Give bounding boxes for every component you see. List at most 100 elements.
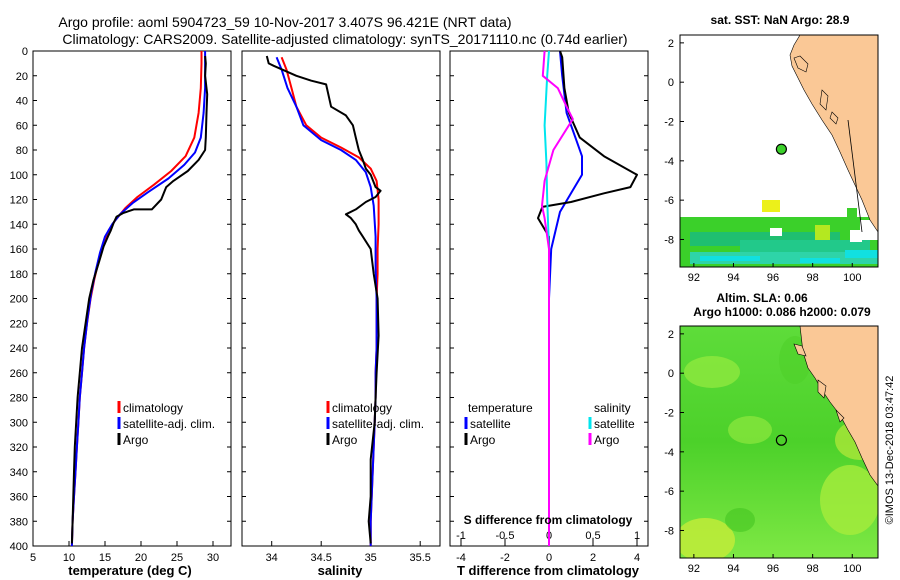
legend-argo: Argo [123, 433, 149, 447]
map-x-tick-label: 100 [843, 563, 861, 575]
x-tick-label: 30 [207, 552, 219, 564]
legend-climatology: climatology [123, 401, 183, 415]
depth-tick-label: 400 [10, 541, 28, 553]
map-y-tick-label: 2 [668, 329, 674, 341]
depth-axis: 0 20 40 60 80 100 120 140 160 180 200 220 240 260 280 3… [10, 46, 28, 553]
x-tick-label: -2 [500, 552, 510, 564]
x-tick-label: -4 [456, 552, 466, 564]
depth-tick-label: 260 [10, 368, 28, 380]
x-tick-label: 0 [546, 552, 552, 564]
x-tick-label: 20 [135, 552, 147, 564]
salinity-lines [265, 55, 382, 546]
temperature-x-ticks: 5 10 15 20 25 30 [30, 50, 231, 564]
difference-legend: temperature satellite Argo salinity sate… [464, 401, 635, 447]
sst-map-frame [679, 34, 879, 268]
difference-lines [537, 50, 638, 546]
x-tick-label: 35.5 [409, 552, 430, 564]
map-y-tick-label: -6 [664, 195, 674, 207]
argo-location-marker-sst [775, 143, 787, 155]
depth-tick-label: 280 [10, 393, 28, 405]
depth-tick-label: 320 [10, 442, 28, 454]
legend-s-satellite: satellite [594, 417, 635, 431]
x-tick-label: 5 [30, 552, 36, 564]
map-y-tick-label: -2 [664, 408, 674, 420]
temperature-legend: climatology satellite-adj. clim. Argo [117, 401, 215, 447]
difference-xlabel: T difference from climatology [457, 563, 640, 578]
depth-tick-label: 360 [10, 492, 28, 504]
sla-map-subtitle: Argo h1000: 0.086 h2000: 0.079 [693, 305, 871, 319]
map-x-tick-label: 96 [767, 563, 779, 575]
map-x-tick-label: 94 [727, 272, 739, 284]
map-x-tick-label: 92 [688, 272, 700, 284]
series-t-argo [537, 50, 638, 546]
x-tick-label: 34 [266, 552, 278, 564]
depth-tick-label: 240 [10, 343, 28, 355]
depth-tick-label: 40 [16, 96, 28, 108]
depth-tick-label: 200 [10, 294, 28, 306]
sla-map [680, 326, 878, 558]
x-tick-label: 25 [171, 552, 183, 564]
map-y-tick-label: 0 [668, 368, 674, 380]
depth-tick-label: 300 [10, 417, 28, 429]
temperature-lines [70, 51, 209, 547]
header-line1: Argo profile: aoml 5904723_59 10-Nov-201… [58, 14, 511, 30]
series-satellite-adj-clim- [70, 51, 207, 547]
x-tick-label: 2 [590, 552, 596, 564]
legend-climatology: climatology [332, 401, 392, 415]
map-y-tick-label: -6 [664, 486, 674, 498]
map-y-tick-label: -8 [664, 234, 674, 246]
argo-location-marker-sla [775, 434, 787, 446]
legend-temperature-header: temperature [468, 401, 533, 415]
depth-tick-label: 0 [22, 46, 28, 58]
series-s-argo [541, 50, 574, 546]
imos-credit: ©IMOS 13-Dec-2018 03:47:42 [884, 376, 896, 525]
series-satellite-adj-clim- [275, 56, 378, 546]
map-y-tick-label: -2 [664, 117, 674, 129]
legend-salinity-header: salinity [594, 401, 631, 415]
x-tick-label: 4 [634, 552, 640, 564]
series-climatology [280, 56, 380, 546]
sst-green-band [680, 200, 878, 267]
map-x-tick-label: 100 [843, 272, 861, 284]
map-x-tick-label: 92 [688, 563, 700, 575]
series-argo [265, 55, 382, 544]
top-x-tick-label: 1 [634, 530, 640, 542]
legend-satellite: satellite-adj. clim. [123, 417, 215, 431]
depth-tick-label: 340 [10, 467, 28, 479]
map-y-tick-label: -4 [664, 447, 674, 459]
legend-t-argo: Argo [470, 433, 496, 447]
salinity-x-ticks: 34 34.5 35 35.5 [242, 50, 440, 564]
map-y-tick-label: -4 [664, 156, 674, 168]
depth-tick-label: 80 [16, 145, 28, 157]
x-tick-label: 35 [365, 552, 377, 564]
sla-map-ticks: 92 94 96 98 100 2 0 -2 -4 -6 -8 [664, 329, 861, 575]
sla-land [799, 326, 878, 487]
legend-t-satellite: satellite [470, 417, 511, 431]
salinity-panel [241, 50, 441, 547]
salinity-legend: climatology satellite-adj. clim. Argo [326, 401, 424, 447]
top-x-tick-label: -0.5 [496, 530, 515, 542]
temperature-xlabel: temperature (deg C) [68, 563, 192, 578]
depth-tick-label: 180 [10, 269, 28, 281]
difference-x-ticks: -4 -2 0 2 4 [450, 50, 648, 564]
map-y-tick-label: 0 [668, 77, 674, 89]
salinity-xlabel: salinity [318, 563, 364, 578]
sst-map-ticks: 92 94 96 98 100 2 0 -2 -4 -6 -8 [664, 38, 861, 284]
difference-top-xlabel: S difference from climatology [464, 513, 633, 527]
depth-tick-label: 100 [10, 170, 28, 182]
map-y-tick-label: -8 [664, 525, 674, 537]
depth-tick-label: 380 [10, 516, 28, 528]
map-y-tick-label: 2 [668, 38, 674, 50]
map-x-tick-label: 98 [807, 563, 819, 575]
sla-map-title: Altim. SLA: 0.06 [716, 291, 808, 305]
top-x-tick-label: 0.5 [585, 530, 600, 542]
legend-s-argo: Argo [594, 433, 620, 447]
map-x-tick-label: 96 [767, 272, 779, 284]
series-argo [70, 55, 209, 544]
legend-argo: Argo [332, 433, 358, 447]
depth-tick-label: 140 [10, 219, 28, 231]
top-x-tick-label: -1 [456, 530, 466, 542]
series-t-satellite [548, 50, 583, 546]
map-x-tick-label: 94 [727, 563, 739, 575]
